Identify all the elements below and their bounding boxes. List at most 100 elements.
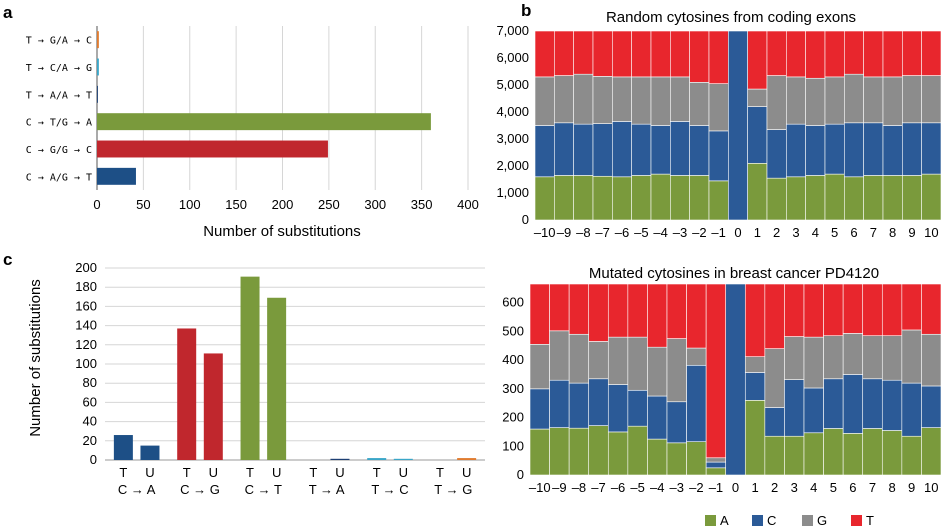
panel-c-y-tick-label: 100 — [75, 356, 97, 371]
panel-b-bar-segment — [747, 30, 768, 90]
panel-b-bar-segment — [824, 30, 845, 78]
panel-c-y-tick-label: 40 — [83, 414, 97, 429]
panel-c-group-label: C → T — [245, 482, 282, 497]
panel-b-bar-segment — [534, 176, 555, 221]
panel-b-x-tick-label: –8 — [572, 480, 586, 495]
panel-a-x-tick-label: 250 — [318, 197, 340, 212]
panel-b-bar-segment — [686, 347, 707, 366]
panel-b-x-tick-label: 1 — [751, 480, 758, 495]
panel-b-bar-segment — [902, 175, 922, 221]
panel-b-bar-segment — [627, 336, 648, 391]
panel-b-bar-segment — [786, 30, 806, 78]
panel-b-bar-segment — [670, 76, 690, 122]
panel-c-bar-label: U — [145, 465, 154, 480]
panel-c-y-tick-label: 80 — [83, 375, 97, 390]
panel-b-bar-segment — [921, 30, 942, 76]
panel-b-bar-segment — [882, 175, 903, 221]
legend-swatch — [802, 515, 813, 526]
panel-b-bar-segment — [844, 122, 864, 178]
panel-a-category-label: C → G/G → C — [26, 145, 92, 156]
panel-c-y-tick-label: 160 — [75, 298, 97, 313]
panel-b-bottom-bars — [529, 283, 942, 476]
panel-b-bar-segment — [842, 283, 864, 334]
panel-b-x-tick-label: 7 — [870, 225, 877, 240]
panel-b-bar-segment — [708, 130, 729, 182]
panel-b-x-tick-label: –3 — [673, 225, 687, 240]
panel-b-bar-segment — [863, 76, 884, 124]
panel-a-bar — [97, 31, 99, 49]
panel-b-bar-segment — [882, 76, 903, 126]
panel-b-bar-segment — [747, 88, 768, 107]
panel-b-x-tick-label: 0 — [732, 480, 739, 495]
panel-b-bar-segment — [784, 336, 805, 380]
panel-b-x-tick-label: –10 — [529, 480, 551, 495]
panel-a-x-tick-label: 300 — [364, 197, 386, 212]
panel-b-bar-segment — [786, 76, 806, 125]
panel-b-bar-segment — [689, 82, 710, 126]
panel-b-bar-segment — [529, 344, 550, 390]
panel-b-bar-segment — [725, 283, 746, 476]
panel-b-top-title: Random cytosines from coding exons — [606, 9, 856, 26]
panel-b-bar-segment — [764, 435, 785, 476]
panel-b-bar-segment — [705, 283, 727, 459]
panel-a-category-label: T → C/A → G — [26, 63, 92, 74]
panel-b-bar-segment — [650, 30, 671, 78]
panel-a-x-ticks: 0 50 100 150 200 250 300 350 400 — [93, 197, 478, 212]
panel-b-bar-segment — [627, 425, 648, 476]
panel-b-bar-segment — [747, 106, 768, 164]
panel-b-bar-segment — [803, 387, 824, 434]
legend-label: C — [767, 513, 776, 528]
panel-c-bar-label: T — [119, 465, 127, 480]
panel-a-x-tick-label: 350 — [411, 197, 433, 212]
panel-c-bar — [330, 458, 350, 460]
panel-b-bar-segment — [592, 123, 613, 177]
panel-b-bar-segment — [627, 389, 648, 427]
panel-b-bar-segment — [650, 125, 671, 175]
panel-b-bar-segment — [592, 175, 613, 221]
panel-b-bar-segment — [901, 329, 922, 384]
panel-b-x-tick-label: 4 — [812, 225, 819, 240]
panel-b-bar-segment — [686, 441, 707, 476]
panel-b-bar-segment — [902, 122, 922, 176]
panel-label-a: a — [3, 3, 13, 22]
panel-c-bars — [113, 276, 477, 460]
panel-b-bar-segment — [863, 30, 884, 78]
panel-b-bar-segment — [901, 382, 922, 437]
panel-c-gridlines — [105, 267, 485, 461]
panel-b-x-tick-label: 6 — [849, 480, 856, 495]
panel-b-bar-segment — [686, 283, 707, 349]
panel-b-x-tick-label: 2 — [771, 480, 778, 495]
panel-b-bar-segment — [592, 30, 613, 77]
panel-b-bar-segment — [534, 76, 555, 126]
panel-b-bar-segment — [881, 379, 903, 431]
panel-b-bar-segment — [823, 283, 844, 336]
panel-c-bar — [393, 458, 413, 460]
panel-b-bar-segment — [901, 283, 922, 331]
panel-b-bar-segment — [708, 83, 729, 132]
panel-b-bar-segment — [784, 379, 805, 437]
panel-c-y-tick-label: 180 — [75, 279, 97, 294]
panel-a-bar — [97, 167, 136, 185]
panel-b-bar-segment — [842, 333, 864, 375]
panel-b-bar-segment — [554, 175, 574, 221]
panel-a-x-tick-label: 100 — [179, 197, 201, 212]
legend-label: T — [866, 513, 874, 528]
panel-b-bar-segment — [823, 378, 844, 429]
panel-b-top-y-ticks: 0 1,000 2,000 3,000 4,000 5,000 6,000 7,000 — [496, 23, 529, 227]
panel-b-bar-segment — [744, 372, 766, 401]
panel-b-bar-segment — [588, 425, 609, 476]
panel-a-bar — [97, 140, 328, 158]
panel-b-bar-segment — [549, 330, 570, 381]
panel-b-bar-segment — [554, 122, 574, 176]
panel-b-bar-segment — [554, 75, 574, 124]
panel-c-y-tick-label: 120 — [75, 337, 97, 352]
panel-b-bar-segment — [689, 125, 710, 176]
panel-b-x-tick-label: –6 — [615, 225, 629, 240]
panel-b-x-tick-label: –4 — [650, 480, 664, 495]
panel-b-x-tick-label: –5 — [634, 225, 648, 240]
panel-b-bar-segment — [766, 75, 787, 130]
panel-b-y-tick-label: 300 — [502, 381, 524, 396]
panel-c-bar — [267, 297, 287, 460]
panel-b-x-tick-label: 5 — [830, 480, 837, 495]
